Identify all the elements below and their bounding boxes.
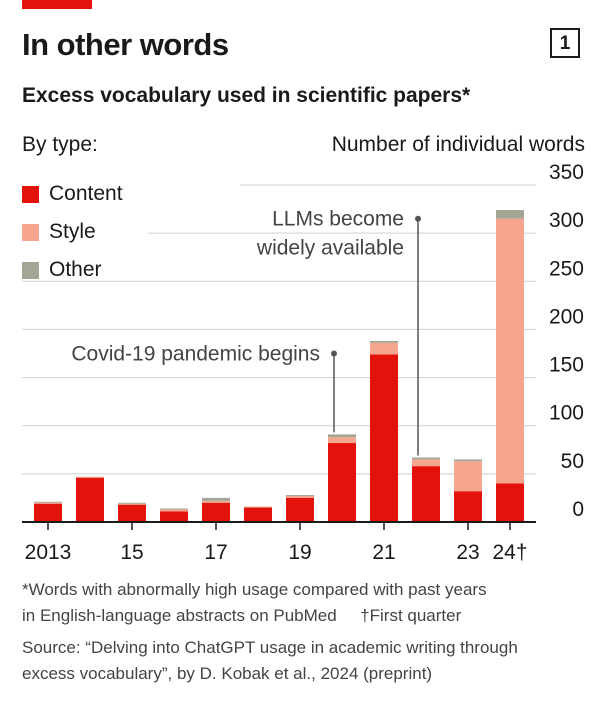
bar-style-2014	[76, 476, 104, 478]
x-tick-label-2023: 23	[456, 541, 479, 564]
legend-swatch-other	[22, 261, 39, 279]
y-tick-label-350: 350	[549, 161, 584, 184]
bar-style-2017	[202, 500, 230, 503]
bar-content-2015	[118, 504, 146, 522]
legend-label-style: Style	[49, 220, 96, 243]
bar-content-2019	[286, 497, 314, 522]
bar-content-2021	[370, 354, 398, 522]
footnote-first-quarter: †First quarter	[360, 606, 462, 625]
y-tick-label-250: 250	[549, 257, 584, 280]
x-tick-label-2021: 21	[372, 541, 395, 564]
x-tick-label-2013: 2013	[25, 541, 72, 564]
bar-content-2017	[202, 502, 230, 522]
bar-content-2014	[76, 477, 104, 522]
bar-other-2013	[34, 501, 62, 503]
y-tick-label-200: 200	[549, 305, 584, 328]
bar-other-2021	[370, 340, 398, 343]
y-tick-label-300: 300	[549, 209, 584, 232]
legend-item-style: Style	[22, 213, 123, 251]
bar-content-2016	[160, 511, 188, 522]
legend-title: By type:	[22, 133, 98, 156]
bar-other-2024	[496, 210, 524, 219]
bar-other-2022	[412, 457, 440, 460]
footnote-source-line-2: excess vocabulary”, by D. Kobak et al., …	[22, 664, 433, 683]
bar-style-2016	[160, 509, 188, 512]
annotation-text-1-0: LLMs become	[272, 208, 404, 231]
legend-swatch-style	[22, 223, 39, 241]
bar-content-2018	[244, 507, 272, 522]
y-tick-label-150: 150	[549, 354, 584, 377]
legend-label-other: Other	[49, 258, 102, 281]
legend-label-content: Content	[49, 182, 123, 205]
bar-other-2015	[118, 502, 146, 504]
footnote-pubmed: in English-language abstracts on PubMed	[22, 606, 337, 625]
y-tick-label-0: 0	[572, 498, 584, 521]
annotation-text-0-0: Covid-19 pandemic begins	[71, 343, 320, 366]
bar-content-2022	[412, 466, 440, 522]
bar-content-2013	[34, 503, 62, 522]
y-tick-label-100: 100	[549, 402, 584, 425]
bar-style-2021	[370, 342, 398, 355]
chart-title: In other words	[22, 27, 229, 62]
footnote-line-2: in English-language abstracts on PubMed …	[22, 606, 461, 626]
bar-style-2013	[34, 502, 62, 504]
chart-number-badge: 1	[550, 28, 580, 58]
bar-other-2017	[202, 497, 230, 501]
brand-red-bar	[22, 0, 92, 9]
bar-style-2024	[496, 218, 524, 484]
bar-content-2024	[496, 483, 524, 522]
bar-style-2019	[286, 496, 314, 498]
legend-item-other: Other	[22, 251, 123, 289]
x-tick-label-2017: 17	[204, 541, 227, 564]
bar-other-2020	[328, 434, 356, 438]
bar-style-2018	[244, 506, 272, 508]
x-tick-label-2015: 15	[120, 541, 143, 564]
bar-content-2023	[454, 491, 482, 522]
footnote-line-1: *Words with abnormally high usage compar…	[22, 580, 487, 599]
x-tick-label-2024: 24†	[492, 541, 527, 564]
footnote-source-line-1: Source: “Delving into ChatGPT usage in a…	[22, 638, 518, 657]
x-tick-label-2019: 19	[288, 541, 311, 564]
bar-style-2022	[412, 459, 440, 467]
bar-content-2020	[328, 443, 356, 522]
legend-swatch-content	[22, 185, 39, 203]
y-tick-label-50: 50	[561, 450, 584, 473]
bar-style-2015	[118, 503, 146, 505]
chart-subtitle: Excess vocabulary used in scientific pap…	[22, 84, 471, 107]
annotation-text-1-1: widely available	[256, 237, 404, 260]
bar-other-2016	[160, 508, 188, 510]
legend-item-content: Content	[22, 175, 123, 213]
y-axis-label: Number of individual words	[331, 133, 585, 156]
bar-style-2023	[454, 461, 482, 492]
bar-style-2020	[328, 437, 356, 444]
legend: Content Style Other	[22, 175, 123, 289]
bar-other-2023	[454, 459, 482, 462]
bar-other-2019	[286, 495, 314, 497]
